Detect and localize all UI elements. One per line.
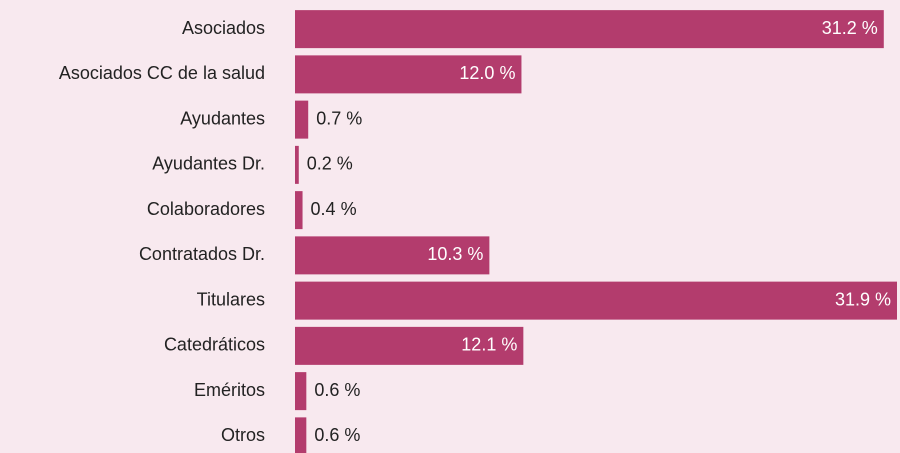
value-label: 12.0 % (459, 63, 515, 83)
category-label: Eméritos (194, 380, 265, 400)
category-label: Otros (221, 425, 265, 445)
bar (295, 417, 307, 453)
bar (295, 55, 522, 94)
category-label: Asociados CC de la salud (59, 63, 265, 83)
value-label: 31.9 % (835, 289, 891, 309)
category-label: Asociados (182, 18, 265, 38)
value-label: 0.7 % (316, 108, 362, 128)
category-label: Catedráticos (164, 335, 265, 355)
bar (295, 236, 490, 275)
bar (295, 326, 524, 365)
value-label: 0.2 % (307, 154, 353, 174)
bar (295, 372, 307, 411)
category-label: Contratados Dr. (139, 244, 265, 264)
category-label: Titulares (197, 289, 265, 309)
category-label: Ayudantes Dr. (152, 154, 265, 174)
bar (295, 281, 897, 320)
value-label: 31.2 % (822, 18, 878, 38)
value-label: 12.1 % (461, 335, 517, 355)
value-label: 0.6 % (314, 425, 360, 445)
value-label: 0.4 % (311, 199, 357, 219)
bar (295, 100, 309, 139)
value-label: 0.6 % (314, 380, 360, 400)
value-label: 10.3 % (427, 244, 483, 264)
category-label: Colaboradores (147, 199, 265, 219)
bar (295, 191, 303, 230)
bar (295, 10, 884, 49)
category-label: Ayudantes (180, 108, 265, 128)
bar (295, 145, 299, 184)
